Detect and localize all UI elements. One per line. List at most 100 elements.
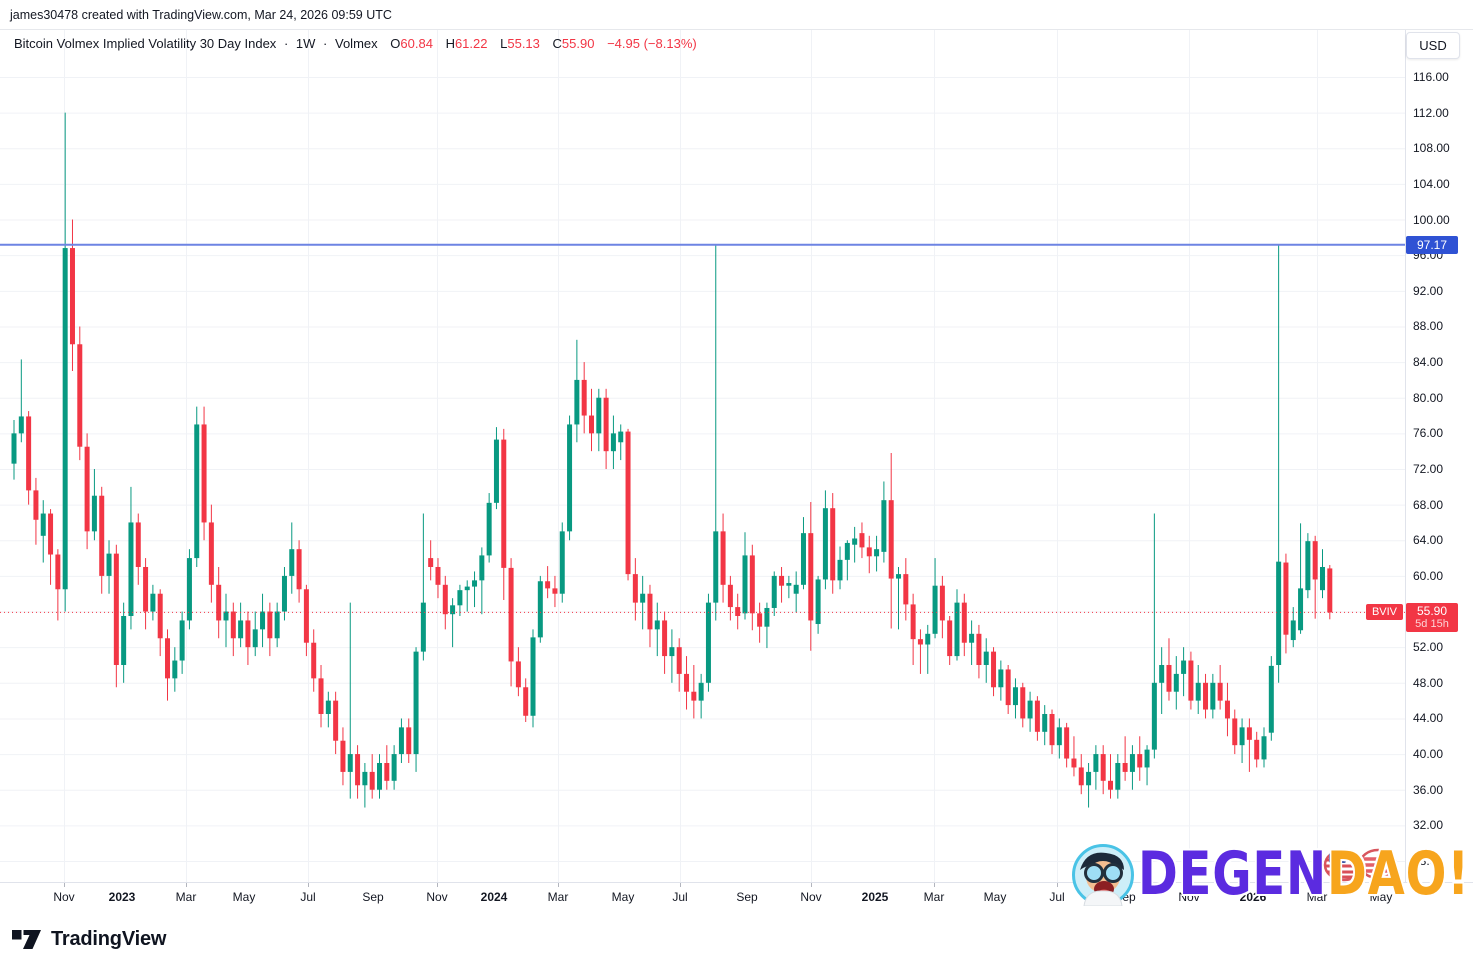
time-tick-label: May (983, 890, 1007, 904)
candle-body (62, 248, 68, 590)
candle-body (640, 593, 646, 603)
time-tick-mark (680, 883, 681, 887)
high-label: H (445, 36, 455, 51)
candle-body (333, 700, 339, 741)
candle-body (830, 508, 836, 581)
time-tick-label: Nov (800, 890, 822, 904)
legend-separator: · (323, 36, 328, 51)
tradingview-logo-icon[interactable] (12, 926, 42, 952)
candle-body (1151, 682, 1157, 750)
time-tick-label: Nov (1178, 890, 1200, 904)
currency-toggle-button[interactable]: USD (1406, 32, 1460, 59)
tradingview-brand-text[interactable]: TradingView (51, 927, 167, 950)
time-tick-label: Nov (53, 890, 75, 904)
candle-body (1159, 664, 1165, 683)
candle-body (84, 446, 90, 532)
time-tick-mark (811, 883, 812, 887)
candle-body (1020, 687, 1026, 719)
low-value: 55.13 (507, 36, 540, 51)
symbol-title[interactable]: Bitcoin Volmex Implied Volatility 30 Day… (14, 36, 277, 51)
degendao-avatar (1072, 844, 1134, 907)
candle-body (135, 522, 141, 567)
candle-body (976, 633, 982, 665)
candle-body (983, 651, 989, 665)
candle-body (457, 590, 463, 606)
candle-body (947, 620, 953, 657)
candle-body (888, 500, 894, 579)
candle-body (362, 771, 368, 786)
price-tick-label: 64.00 (1413, 533, 1444, 548)
candle-body (1071, 758, 1077, 768)
candle-body (647, 593, 653, 630)
candle-body (493, 439, 499, 503)
candle-body (596, 397, 602, 434)
open-label: O (390, 36, 401, 51)
candle-body (727, 584, 733, 608)
candle-body (179, 620, 185, 661)
level-line-price-label[interactable]: 97.17 (1406, 235, 1458, 254)
high-value: 61.22 (454, 36, 488, 51)
candle-body (654, 620, 660, 630)
candle-body (515, 661, 521, 688)
candle-body (1195, 682, 1201, 701)
candle-body (1319, 566, 1325, 591)
candle-body (779, 575, 785, 586)
price-tick-label: 116.00 (1413, 70, 1449, 84)
attribution-bar: james30478 created with TradingView.com,… (0, 0, 1473, 30)
candle-body (684, 673, 690, 692)
candle-body (472, 580, 478, 587)
candle-body (26, 416, 32, 491)
candle-body (742, 555, 748, 614)
time-tick-label: 2023 (108, 890, 136, 904)
candle-body (1203, 682, 1209, 710)
grid (0, 30, 1405, 882)
symbol-legend: Bitcoin Volmex Implied Volatility 30 Day… (14, 36, 697, 51)
candle-body (786, 583, 792, 586)
candle-body (121, 615, 127, 665)
candle-body (40, 513, 46, 536)
candle-body (486, 502, 492, 556)
candle-body (1049, 713, 1055, 746)
exchange-label[interactable]: Volmex (335, 36, 378, 51)
price-tick-label: 108.00 (1413, 141, 1450, 156)
candle-body (574, 379, 580, 425)
candle-body (1108, 780, 1113, 790)
price-tick-label: 112.00 (1413, 105, 1449, 120)
last-price-value: 55.90 (1416, 604, 1448, 619)
candle-body (567, 424, 573, 532)
attribution-text: james30478 created with TradingView.com,… (10, 7, 392, 22)
price-axis[interactable]: 116.00 112.00 108.00 104.00 100.00 96.00 92.00… (1405, 30, 1473, 882)
time-tick-mark (934, 883, 935, 887)
change-value: −4.95 (−8.13%) (607, 36, 697, 51)
candle-body (311, 642, 317, 679)
candle-body (837, 559, 843, 581)
candle-body (991, 651, 997, 688)
time-tick-label: May (611, 890, 635, 904)
candle-body (1276, 561, 1282, 665)
candle-body (874, 549, 880, 557)
time-tick-label: Mar (923, 890, 945, 904)
time-tick-label: Nov (426, 890, 448, 904)
time-axis[interactable]: Nov 2023 Mar May Jul Sep Nov 2024 Mar May Jul Sep No… (0, 882, 1473, 914)
candle-body (800, 533, 806, 585)
interval-label[interactable]: 1W (295, 36, 316, 51)
candle-body (450, 605, 456, 615)
close-value: 55.90 (561, 36, 595, 51)
candle-body (428, 558, 434, 567)
time-tick-mark (308, 883, 309, 887)
candle-body (757, 613, 763, 627)
candle-body (610, 433, 616, 452)
price-tick-label: 28.00 (1413, 853, 1444, 868)
candle-body (318, 678, 324, 714)
bar-countdown: 5d 15h (1415, 618, 1449, 631)
degendao-watermark: DEGENDAO! (1138, 842, 1470, 906)
candle-body (194, 424, 200, 559)
candle-body (603, 397, 609, 452)
time-tick-label: Sep (362, 890, 384, 904)
time-tick-mark (558, 883, 559, 887)
candle-body (764, 607, 770, 627)
time-tick-mark (1189, 883, 1190, 887)
candle-body (186, 558, 192, 621)
candle-body (238, 620, 244, 639)
